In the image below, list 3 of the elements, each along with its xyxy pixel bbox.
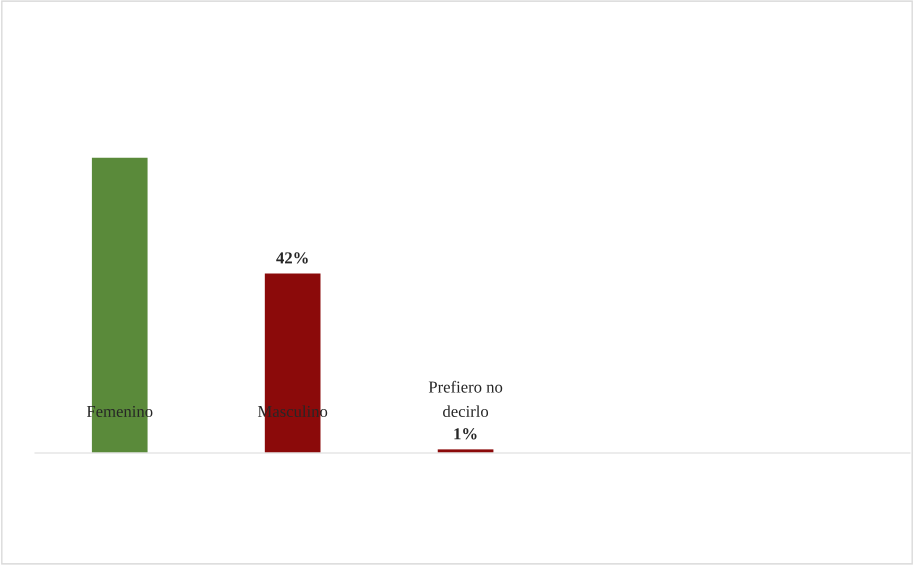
x-tick-label: Prefiero no decirlo: [428, 380, 502, 418]
data-label: 1%: [454, 428, 477, 440]
data-label: 42%: [276, 252, 308, 264]
